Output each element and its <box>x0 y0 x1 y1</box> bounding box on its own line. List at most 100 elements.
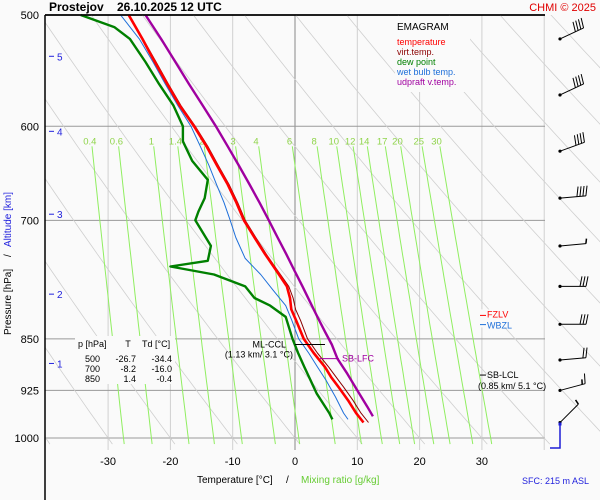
x-tick-label: 30 <box>476 456 488 468</box>
dry-adiabat <box>90 15 426 445</box>
table-background <box>75 336 175 384</box>
sb-lcl-label: SB-LCL <box>487 370 519 380</box>
x-axis-label: Temperature [°C] <box>197 475 273 486</box>
x-tick-label: 10 <box>351 456 363 468</box>
table-cell: 500 <box>85 354 100 364</box>
mixing-ratio-lines: 0.4 0.6 1 1.4 2 3 4 6 8 10 12 14 17 20 25 30 <box>83 136 493 445</box>
legend-item-wet-bulb: wet bulb temp. <box>396 67 456 77</box>
wind-barb-feather <box>572 21 576 32</box>
legend-title: EMAGRAM <box>397 22 449 33</box>
wind-barb-feather <box>582 347 585 359</box>
dry-adiabat <box>346 15 600 304</box>
y-tick-label: 925 <box>21 385 39 397</box>
wind-barb-feather <box>579 186 582 197</box>
wind-barb-staff <box>559 141 585 152</box>
wind-barb-feather <box>576 186 579 197</box>
series-dew-point <box>80 13 334 420</box>
table-cell: -0.4 <box>156 374 172 384</box>
table-header-t: T <box>125 339 131 349</box>
mixing-ratio-label: 4 <box>253 136 258 147</box>
dry-adiabat <box>45 346 113 445</box>
mixing-ratio-label: 0.6 <box>110 136 123 147</box>
legend-item-virt-temp: virt.temp. <box>397 47 434 57</box>
y-axis-label: Pressure [hPa] <box>3 269 14 335</box>
mixing-ratio-line <box>336 146 383 445</box>
series-udpraft-v-temp <box>144 14 374 417</box>
wind-barb-staff <box>559 27 584 40</box>
x-tick-label: 20 <box>413 456 425 468</box>
wind-barb-feather <box>580 17 585 29</box>
wind-barb-staff <box>559 83 584 96</box>
y-axis-separator: / <box>3 254 14 257</box>
dry-adiabat <box>243 15 600 432</box>
table-rows: 500 -26.7 -34.4 700 -8.2 -16.0 850 1.4 -0.4 <box>85 354 172 384</box>
table-cell: -34.4 <box>151 354 172 364</box>
wind-barb-feather <box>576 134 580 145</box>
wind-barb <box>558 73 585 97</box>
dry-adiabat <box>499 15 600 125</box>
mixing-ratio-line <box>118 146 153 445</box>
mixing-ratio-label: 14 <box>359 136 370 147</box>
mixing-ratio-label: 1 <box>149 136 154 147</box>
mixing-ratio-line <box>384 146 435 445</box>
surface-elevation: SFC: 215 m ASL <box>522 476 589 486</box>
mixing-ratio-label: 17 <box>377 136 388 147</box>
mixing-ratio-line <box>366 146 416 445</box>
table-header-td: Td [°C] <box>142 339 170 349</box>
mixing-ratio-line <box>400 146 451 445</box>
wind-barb-staff <box>559 243 586 247</box>
annotations: ML-CCL(1.13 km/ 3.1 °C) SB-LFC FZLV WBZL SB-… <box>225 309 546 391</box>
wind-barb-feather <box>579 314 583 325</box>
dry-adiabat <box>397 15 600 243</box>
dry-adiabat <box>141 15 488 445</box>
sb-lcl-detail: (0.85 km/ 5.1 °C) <box>478 381 546 391</box>
altitude-tick-label: 5 <box>57 52 63 63</box>
wind-barb-feather <box>579 133 583 144</box>
wind-barb-feather <box>572 77 576 88</box>
y-tick-label: 500 <box>21 10 39 22</box>
mixing-ratio-line <box>421 146 474 445</box>
y-tick-label: 850 <box>21 334 39 346</box>
mixing-ratio-line <box>91 146 125 445</box>
wind-barb-feather <box>585 347 588 358</box>
datetime-title: 26.10.2025 12 UTC <box>117 0 222 14</box>
x-axis-separator: / <box>286 475 289 486</box>
altitude-tick-label: 4 <box>57 127 63 138</box>
station-title: Prostejov <box>49 0 104 14</box>
mixing-ratio-label: 1.4 <box>169 136 182 147</box>
wind-barb-feather <box>575 20 579 31</box>
sb-lfc-label: SB-LFC <box>342 354 375 364</box>
wind-barb <box>558 17 585 41</box>
table-cell: -26.7 <box>115 354 136 364</box>
wind-barb-feather <box>582 185 585 197</box>
x-tick-label: -20 <box>162 456 178 468</box>
mixing-ratio-label: 12 <box>345 136 356 147</box>
dry-adiabat <box>45 98 301 445</box>
wind-barb <box>558 238 588 248</box>
dry-adiabat <box>45 21 363 445</box>
wind-barb-half-feather <box>574 399 580 405</box>
table-cell: 1.4 <box>123 374 136 384</box>
wind-barb-feather <box>585 185 588 196</box>
y-tick-label: 1000 <box>15 433 39 445</box>
wind-barb-feather <box>582 132 585 143</box>
y-tick-label: 700 <box>21 215 39 227</box>
surface-marker-dot <box>558 422 562 426</box>
ml-ccl-detail: (1.13 km/ 3.1 °C) <box>225 350 293 360</box>
legend: EMAGRAM temperature virt.temp. dew point… <box>395 16 470 92</box>
mixing-ratio-label: 25 <box>414 136 425 147</box>
y-tick-label: 600 <box>21 121 39 133</box>
mixing-ratio-label: 8 <box>312 136 317 147</box>
wind-barb-feather <box>579 276 583 287</box>
altitude-tick-label: 2 <box>57 290 63 301</box>
wind-barb-feather <box>577 75 582 86</box>
legend-item-temperature: temperature <box>397 37 446 47</box>
series-wet-bulb-temp <box>120 14 349 420</box>
x-tick-label: -30 <box>100 456 116 468</box>
wind-barb-feather <box>573 135 577 146</box>
series-temperature <box>127 14 365 424</box>
dry-adiabat <box>192 15 551 445</box>
fzlv-label: FZLV <box>487 309 508 319</box>
